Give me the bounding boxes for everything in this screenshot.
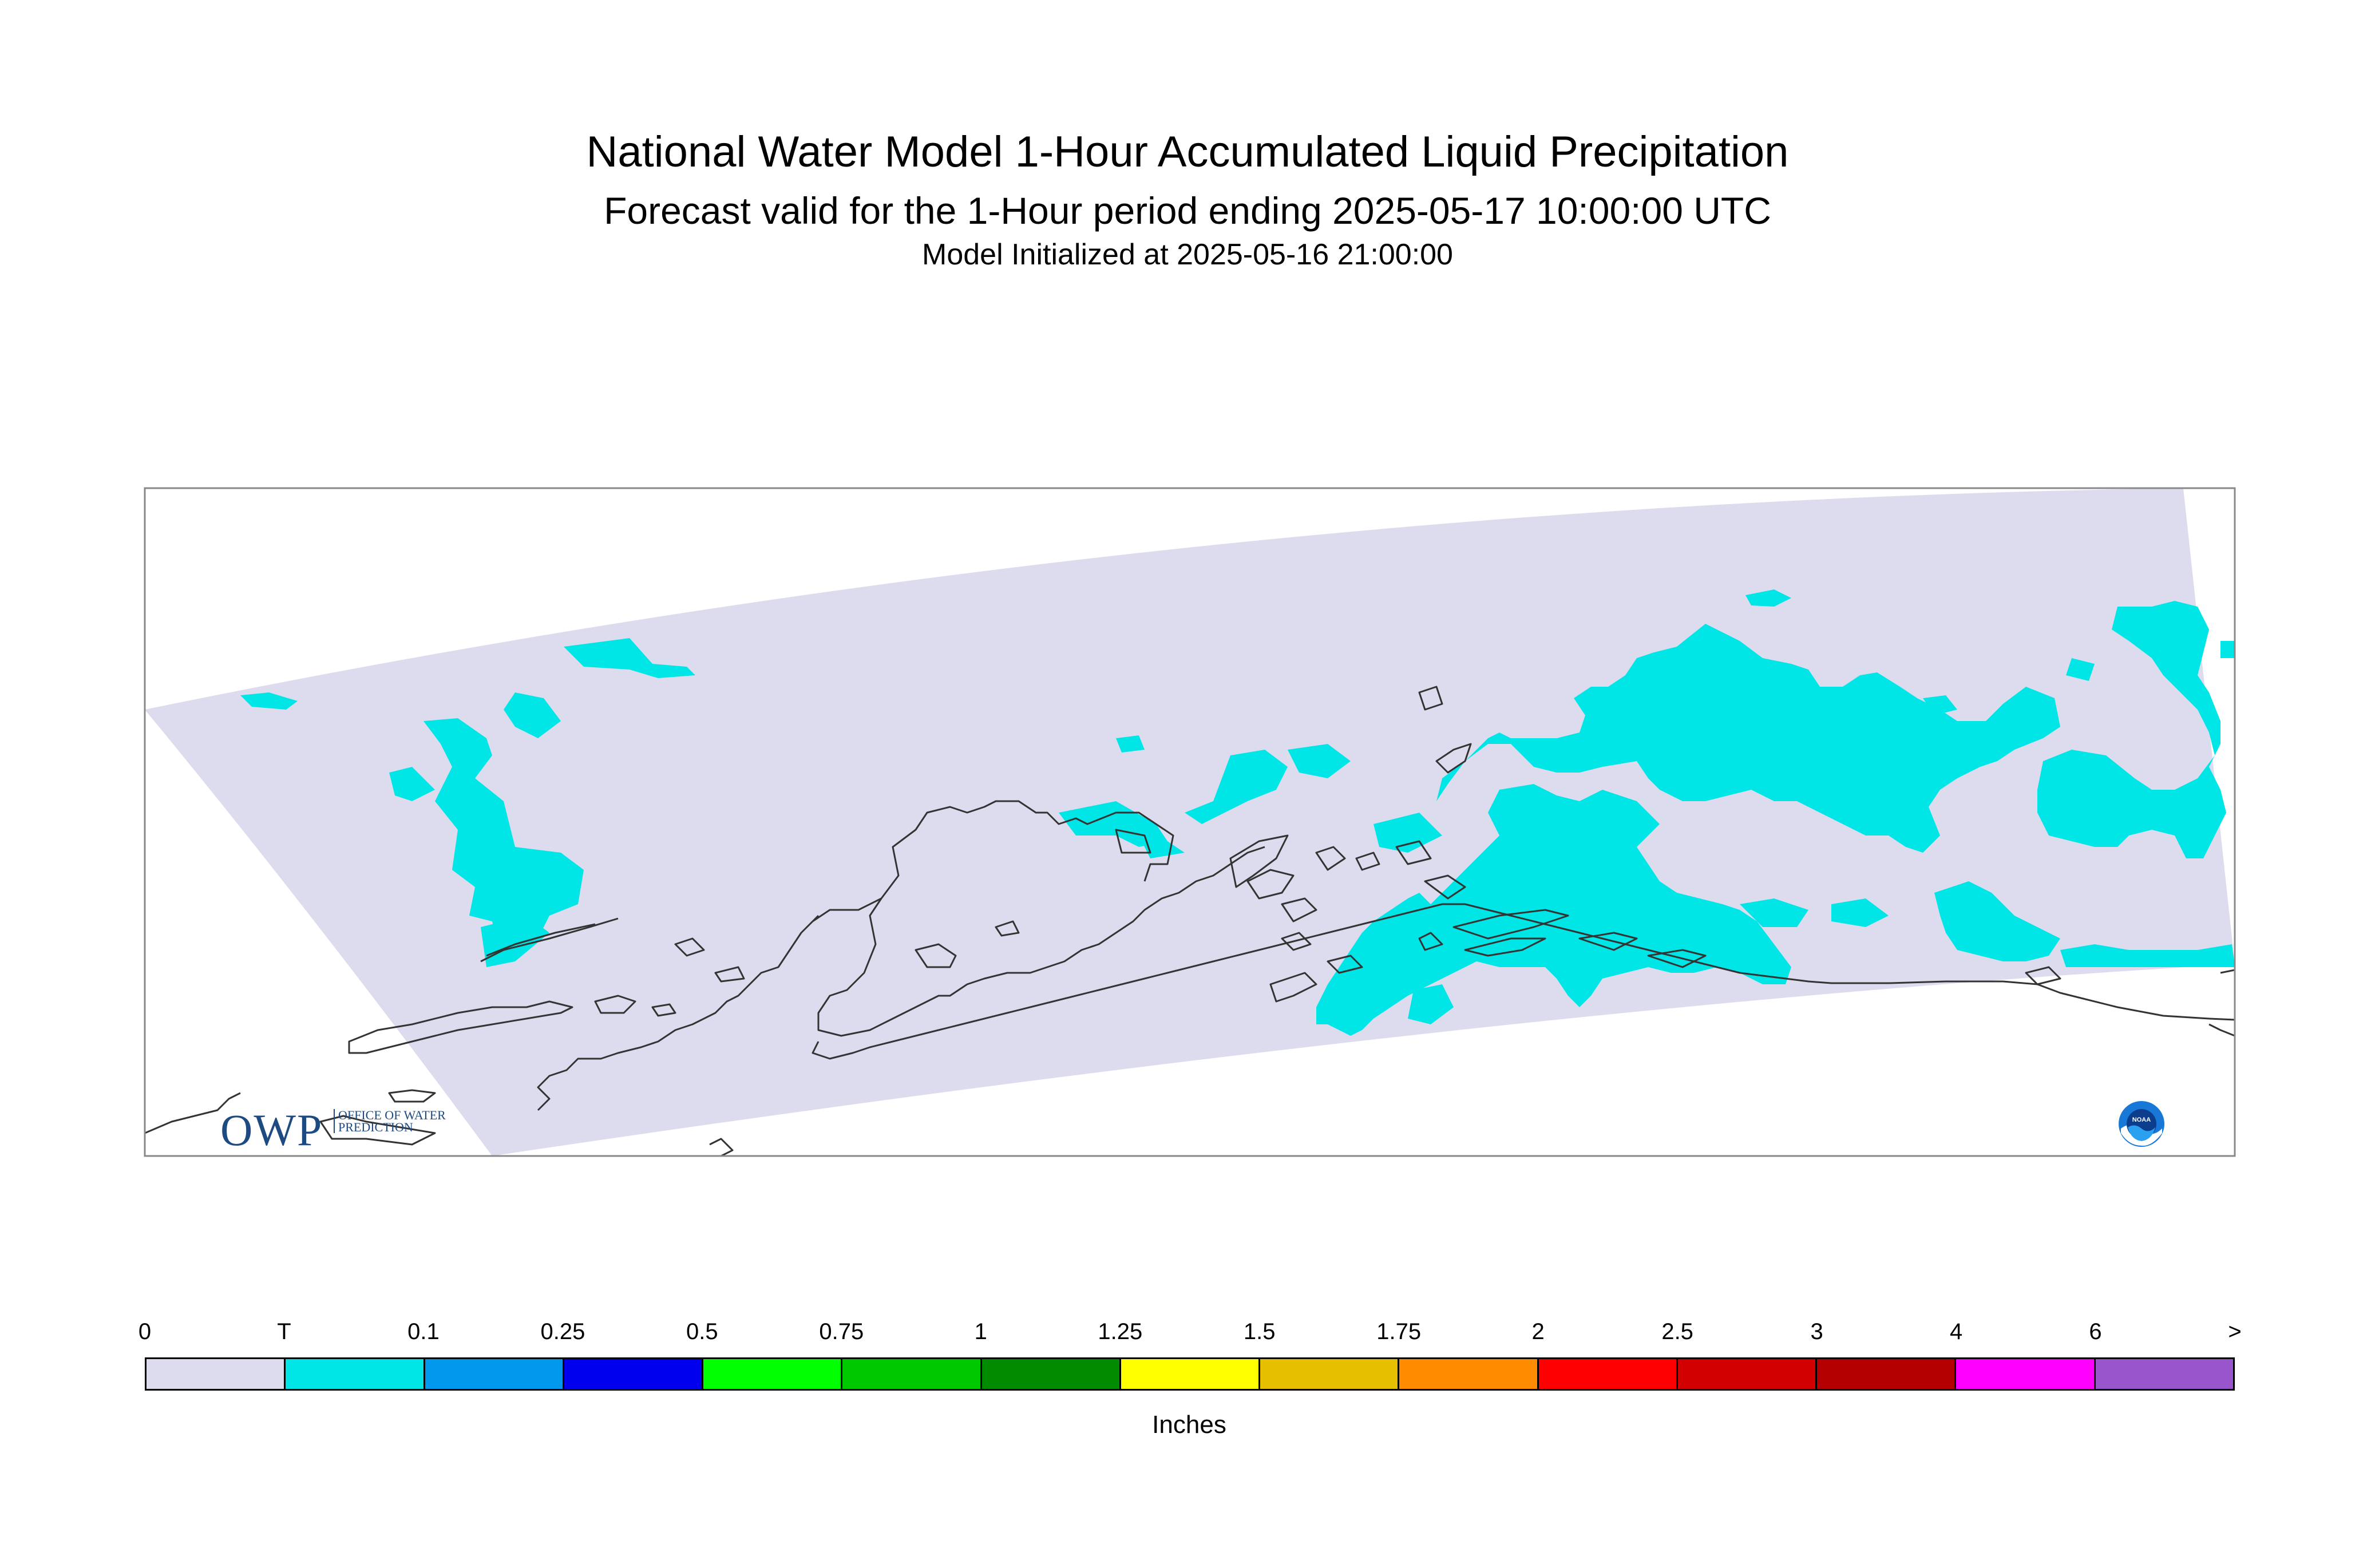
legend-color-bar	[145, 1357, 2235, 1391]
owp-logo-subtext: OFFICE OF WATER PREDICTION	[334, 1109, 447, 1134]
legend-swatch-4	[703, 1359, 843, 1389]
legend-label-7: 1.25	[1098, 1319, 1143, 1344]
legend-label-2: 0.1	[407, 1319, 440, 1344]
map-frame	[144, 487, 2236, 1157]
legend-label-0: 0	[138, 1319, 152, 1344]
coastline	[145, 686, 2235, 1156]
legend-swatch-11	[1677, 1359, 1818, 1389]
legend-label-12: 3	[1810, 1319, 1823, 1344]
trace-precipitation-areas	[240, 589, 2235, 1036]
legend-swatch-0	[147, 1359, 286, 1389]
legend-label-6: 1	[974, 1319, 987, 1344]
legend-label-8: 1.5	[1243, 1319, 1276, 1344]
legend-label-10: 2	[1531, 1319, 1545, 1344]
legend-label-13: 4	[1949, 1319, 1963, 1344]
legend-swatch-13	[1956, 1359, 2096, 1389]
model-init-time: Model Initialized at 2025-05-16 21:00:00	[922, 238, 1453, 271]
noaa-logo: NOAA	[2119, 1101, 2164, 1147]
legend-units: Inches	[1152, 1411, 1226, 1439]
map-title: National Water Model 1-Hour Accumulated …	[586, 128, 1789, 176]
legend-swatch-2	[425, 1359, 564, 1389]
legend-label-11: 2.5	[1661, 1319, 1693, 1344]
owp-logo-text: OWP	[220, 1105, 323, 1155]
legend-swatch-10	[1538, 1359, 1678, 1389]
legend-swatch-3	[564, 1359, 704, 1389]
legend-swatch-9	[1399, 1359, 1539, 1389]
noaa-logo-text: NOAA	[2132, 1116, 2151, 1123]
legend-label-9: 1.75	[1376, 1319, 1422, 1344]
legend-swatch-14	[2095, 1359, 2233, 1389]
legend-swatch-7	[1121, 1359, 1261, 1389]
legend-swatch-6	[981, 1359, 1121, 1389]
legend-label-1: T	[277, 1319, 291, 1344]
legend-swatch-1	[286, 1359, 425, 1389]
legend-swatch-5	[842, 1359, 982, 1389]
legend-label-5: 0.75	[819, 1319, 864, 1344]
legend-swatch-12	[1817, 1359, 1957, 1389]
map-subtitle: Forecast valid for the 1-Hour period end…	[604, 189, 1771, 232]
legend-swatch-8	[1260, 1359, 1400, 1389]
legend-label-14: 6	[2089, 1319, 2102, 1344]
legend-label-4: 0.5	[686, 1319, 718, 1344]
legend-label-15: >	[2228, 1319, 2242, 1344]
legend-label-3: 0.25	[540, 1319, 585, 1344]
